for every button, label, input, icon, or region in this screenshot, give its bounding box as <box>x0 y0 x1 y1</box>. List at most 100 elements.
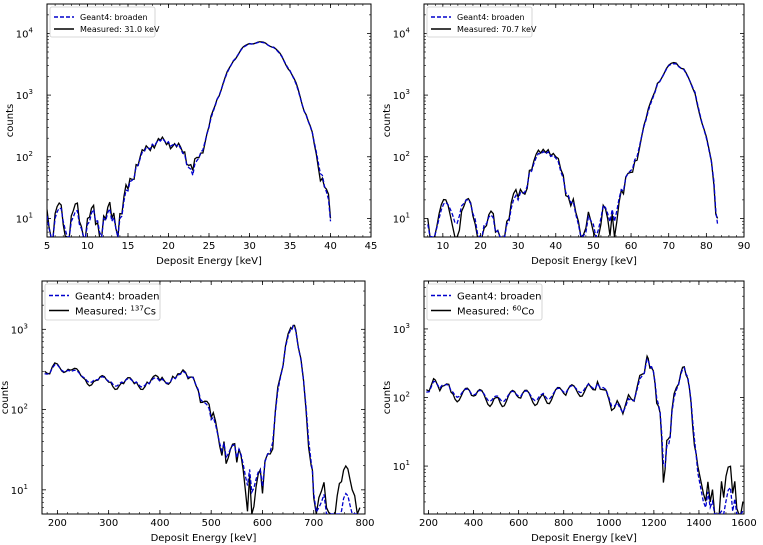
y-axis-label: counts <box>382 104 393 137</box>
x-tick-label: 200 <box>419 518 438 529</box>
y-tick-base: 10 <box>11 486 24 497</box>
y-tick-base: 10 <box>16 214 29 225</box>
x-tick-label: 40 <box>549 241 562 252</box>
legend-label: Measured: 137Cs <box>75 305 156 318</box>
legend-label-text: Geant4: broaden <box>457 13 525 22</box>
y-tick-base: 10 <box>16 91 29 102</box>
y-tick-label: 102 <box>393 150 410 164</box>
y-tick-exponent: 2 <box>406 391 410 399</box>
y-tick-label: 104 <box>393 26 411 40</box>
legend-label: Geant4: broaden <box>457 292 542 303</box>
x-tick-label: 800 <box>355 518 374 529</box>
x-tick-label: 35 <box>284 241 297 252</box>
y-tick-label: 101 <box>11 483 28 497</box>
y-tick-exponent: 3 <box>406 322 410 330</box>
legend-box <box>426 283 543 321</box>
y-tick-base: 10 <box>11 325 24 336</box>
y-tick-label: 103 <box>393 88 410 102</box>
plot-frame <box>423 3 745 238</box>
y-tick-label: 103 <box>393 322 410 336</box>
y-tick-exponent: 1 <box>406 211 410 219</box>
y-tick-base: 10 <box>393 325 406 336</box>
plot-frame <box>46 3 372 238</box>
legend-label: Geant4: broaden <box>75 292 160 303</box>
legend-label-sup: 137 <box>130 305 143 313</box>
y-tick-base: 10 <box>393 153 406 164</box>
y-tick-exponent: 3 <box>406 88 410 96</box>
x-tick-label: 5 <box>44 241 50 252</box>
y-tick-exponent: 3 <box>24 322 28 330</box>
y-tick-base: 10 <box>393 29 406 40</box>
x-tick-label: 45 <box>365 241 378 252</box>
y-axis-label: counts <box>382 381 393 414</box>
y-tick-label: 102 <box>393 391 410 405</box>
legend-label: Measured: 70.7 keV <box>457 25 537 34</box>
x-tick-label: 1000 <box>596 518 621 529</box>
y-tick-exponent: 4 <box>406 26 411 34</box>
y-tick-base: 10 <box>393 91 406 102</box>
x-tick-label: 400 <box>464 518 483 529</box>
y-tick-base: 10 <box>11 406 24 417</box>
x-tick-label: 600 <box>509 518 528 529</box>
x-tick-label: 200 <box>48 518 67 529</box>
y-axis-label: counts <box>5 104 16 137</box>
legend-label-text: Geant4: broaden <box>75 292 160 303</box>
y-tick-label: 102 <box>11 403 28 417</box>
y-tick-exponent: 4 <box>29 26 34 34</box>
legend-box <box>49 6 156 38</box>
x-tick-label: 20 <box>162 241 175 252</box>
series-geant4-line <box>427 63 719 237</box>
x-tick-label: 90 <box>738 241 751 252</box>
legend-label-text: Geant4: broaden <box>457 292 542 303</box>
series-geant4-line <box>426 357 744 514</box>
y-tick-exponent: 1 <box>406 459 410 467</box>
y-tick-exponent: 1 <box>24 483 28 491</box>
y-tick-base: 10 <box>393 214 406 225</box>
legend-label-text: Measured: 31.0 keV <box>80 25 160 34</box>
y-tick-label: 101 <box>393 459 410 473</box>
x-tick-label: 1200 <box>641 518 666 529</box>
legend-box <box>426 6 533 38</box>
legend-label-text: Measured: <box>457 307 512 318</box>
y-tick-label: 103 <box>16 88 33 102</box>
x-tick-label: 800 <box>554 518 573 529</box>
x-axis-label: Deposit Energy [keV] <box>156 256 262 267</box>
x-tick-label: 70 <box>662 241 675 252</box>
y-tick-label: 103 <box>11 322 28 336</box>
x-tick-label: 15 <box>122 241 135 252</box>
legend-label-text: Measured: <box>75 307 130 318</box>
series-geant4-line <box>47 41 332 237</box>
y-tick-label: 104 <box>16 26 34 40</box>
x-axis-label: Deposit Energy [keV] <box>531 256 637 267</box>
y-tick-base: 10 <box>16 153 29 164</box>
x-tick-label: 1600 <box>731 518 756 529</box>
legend-label: Measured: 31.0 keV <box>80 25 160 34</box>
series-geant4-line <box>44 324 360 514</box>
x-tick-label: 1400 <box>686 518 711 529</box>
legend-label-text: Measured: 70.7 keV <box>457 25 537 34</box>
y-tick-label: 101 <box>393 211 410 225</box>
x-tick-label: 500 <box>202 518 221 529</box>
x-tick-label: 300 <box>99 518 118 529</box>
legend-label-suffix: Cs <box>144 307 156 318</box>
y-tick-base: 10 <box>393 462 406 473</box>
y-tick-exponent: 2 <box>29 150 33 158</box>
legend-box <box>44 283 161 321</box>
x-axis-label: Deposit Energy [keV] <box>151 533 257 544</box>
x-tick-label: 25 <box>203 241 216 252</box>
y-tick-exponent: 1 <box>29 211 33 219</box>
x-tick-label: 30 <box>512 241 525 252</box>
x-tick-label: 60 <box>625 241 638 252</box>
y-tick-label: 102 <box>16 150 33 164</box>
x-tick-label: 400 <box>150 518 169 529</box>
legend-label: Measured: 60Co <box>457 305 534 318</box>
x-tick-label: 10 <box>81 241 94 252</box>
x-tick-label: 50 <box>587 241 600 252</box>
y-tick-exponent: 3 <box>29 88 33 96</box>
legend-label-sup: 60 <box>512 305 521 313</box>
legend-label: Geant4: broaden <box>457 13 525 22</box>
x-tick-label: 20 <box>474 241 487 252</box>
